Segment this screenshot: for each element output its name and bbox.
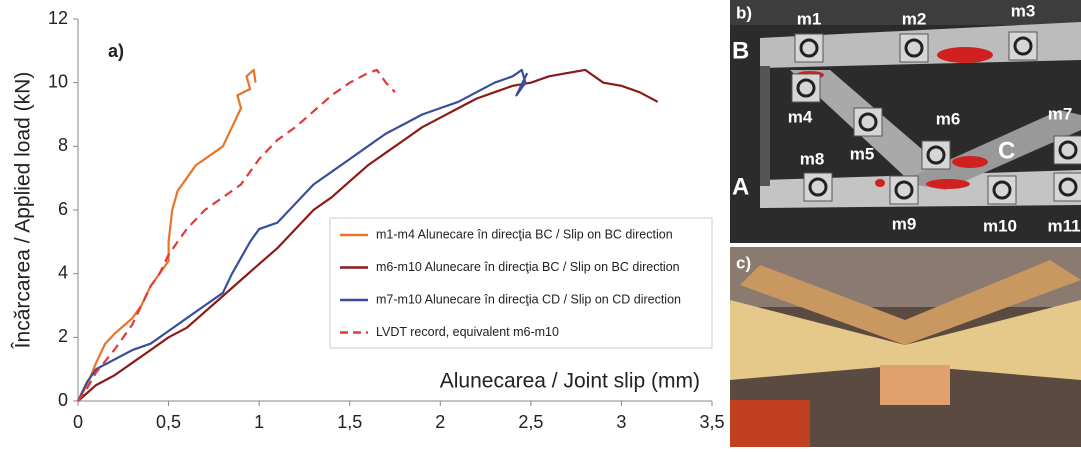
target-marker <box>803 172 833 202</box>
target-ring <box>1058 177 1078 197</box>
x-tick-label: 1,5 <box>337 412 362 432</box>
legend-label: m6-m10 Alunecare în direcţia BC / Slip o… <box>376 260 680 274</box>
y-tick-label: 8 <box>58 135 68 155</box>
y-tick-label: 2 <box>58 326 68 346</box>
x-tick-label: 3 <box>616 412 626 432</box>
y-tick-label: 10 <box>48 71 68 91</box>
series-line <box>77 68 396 402</box>
target-marker <box>899 33 929 63</box>
target-marker <box>791 73 821 103</box>
target-marker <box>987 175 1017 205</box>
y-axis-title: Încărcarea / Applied load (kN) <box>12 72 35 350</box>
target-ring <box>1058 140 1078 160</box>
target-marker <box>1008 31 1038 61</box>
x-tick-label: 2 <box>435 412 445 432</box>
x-axis-title: Alunecarea / Joint slip (mm) <box>440 370 700 393</box>
marker-label: m6 <box>936 109 961 128</box>
target-marker <box>853 107 883 137</box>
series-line <box>77 68 257 402</box>
target-ring <box>799 38 819 58</box>
y-tick-label: 6 <box>58 199 68 219</box>
marker-label: m7 <box>1048 104 1073 123</box>
point-label: B <box>732 37 749 64</box>
target-ring <box>858 112 878 132</box>
panel-label: a) <box>108 41 124 61</box>
marker-label: m9 <box>892 214 917 233</box>
target-ring <box>796 78 816 98</box>
x-tick-label: 2,5 <box>518 412 543 432</box>
marker-label: m2 <box>902 9 927 28</box>
marker-label: m10 <box>983 216 1017 235</box>
target-ring <box>1013 36 1033 56</box>
target-ring <box>894 180 914 200</box>
legend-label: m7-m10 Alunecare în direcţia CD / Slip o… <box>376 292 681 306</box>
x-tick-label: 0,5 <box>156 412 181 432</box>
photo-label: b) <box>736 3 752 22</box>
photo-c <box>730 247 1081 447</box>
target-ring <box>992 180 1012 200</box>
y-tick-label: 4 <box>58 262 68 282</box>
photo-label: c) <box>736 253 751 272</box>
target-ring <box>904 38 924 58</box>
series-line <box>77 68 659 402</box>
y-tick-label: 12 <box>48 8 68 28</box>
point-label: A <box>732 173 749 200</box>
marker-label: m3 <box>1011 1 1036 20</box>
legend-label: LVDT record, equivalent m6-m10 <box>376 325 559 339</box>
series-line <box>77 68 529 402</box>
marker-label: m1 <box>797 9 822 28</box>
target-marker <box>889 175 919 205</box>
x-tick-label: 0 <box>73 412 83 432</box>
legend-box <box>329 217 713 349</box>
legend-label: m1-m4 Alunecare în direcţia BC / Slip on… <box>376 227 673 241</box>
marker-label: m11 <box>1047 216 1080 235</box>
x-tick-label: 3,5 <box>699 412 724 432</box>
point-label: C <box>998 137 1015 164</box>
target-ring <box>926 145 946 165</box>
marker-label: m8 <box>800 149 825 168</box>
target-marker <box>921 140 951 170</box>
target-ring <box>808 177 828 197</box>
y-tick-label: 0 <box>58 390 68 410</box>
marker-label: m4 <box>788 107 813 126</box>
marker-label: m5 <box>850 144 875 163</box>
x-tick-label: 1 <box>254 412 264 432</box>
target-marker <box>794 33 824 63</box>
